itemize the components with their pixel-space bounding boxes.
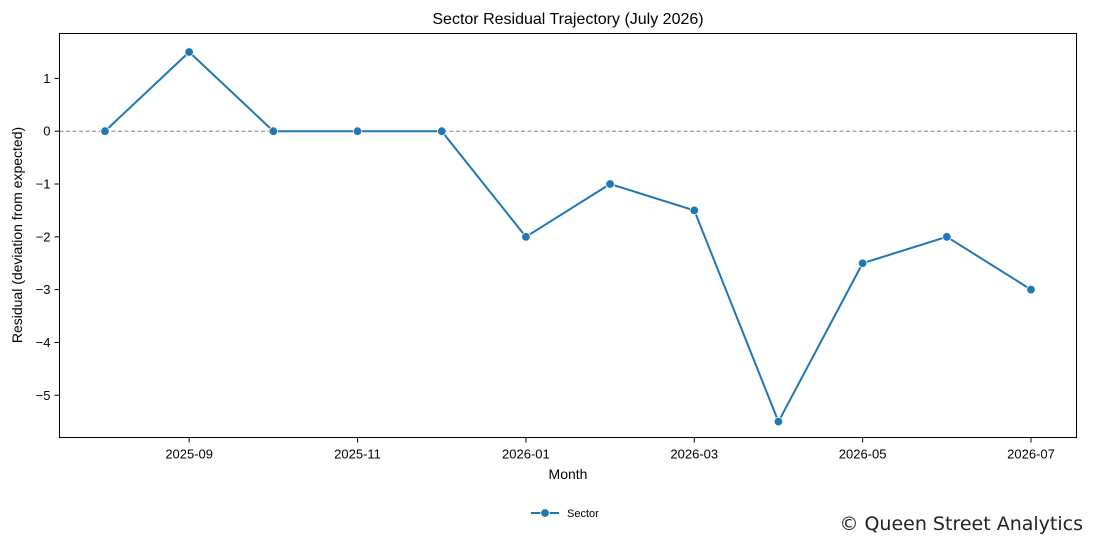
credit-watermark: © Queen Street Analytics	[839, 513, 1083, 535]
x-axis-label: Month	[549, 466, 588, 482]
y-axis-label: Residual (deviation from expected)	[9, 127, 25, 343]
legend-label-sector: Sector	[567, 508, 599, 520]
data-point	[521, 232, 531, 242]
y-tick-label: −1	[36, 177, 51, 192]
x-tick-label: 2025-11	[334, 447, 381, 462]
series-layer	[100, 47, 1036, 427]
x-tick-label: 2026-03	[670, 447, 718, 462]
legend: Sector	[531, 508, 599, 520]
y-tick-label: 1	[43, 71, 50, 86]
chart-title: Sector Residual Trajectory (July 2026)	[432, 11, 703, 28]
y-tick-label: −3	[36, 282, 51, 297]
data-point	[184, 47, 194, 57]
data-point	[942, 232, 952, 242]
y-tick-label: 0	[43, 124, 50, 139]
data-point	[352, 126, 363, 136]
data-point	[268, 126, 279, 136]
y-axis-ticks: 1 0 −1 −2 −3 −4 −5	[36, 71, 60, 403]
x-tick-label: 2026-05	[839, 447, 887, 462]
data-point	[773, 416, 784, 427]
plot-area-frame	[59, 33, 1077, 438]
data-point	[857, 258, 868, 268]
data-point	[437, 126, 447, 136]
y-tick-label: −2	[36, 229, 51, 244]
data-point	[100, 126, 110, 136]
x-tick-label: 2026-01	[502, 447, 550, 462]
data-point	[605, 179, 615, 189]
x-tick-label: 2026-07	[1007, 447, 1055, 462]
data-point	[689, 205, 699, 216]
x-tick-label: 2025-09	[165, 447, 213, 462]
y-tick-label: −5	[36, 388, 51, 403]
data-point	[1026, 284, 1036, 295]
legend-marker-sector	[540, 508, 550, 518]
y-tick-label: −4	[36, 335, 51, 350]
x-axis-ticks: 2025-09 2025-11 2026-01 2026-03 2026-05 2026-…	[165, 437, 1055, 462]
series-line-sector	[104, 50, 1032, 423]
